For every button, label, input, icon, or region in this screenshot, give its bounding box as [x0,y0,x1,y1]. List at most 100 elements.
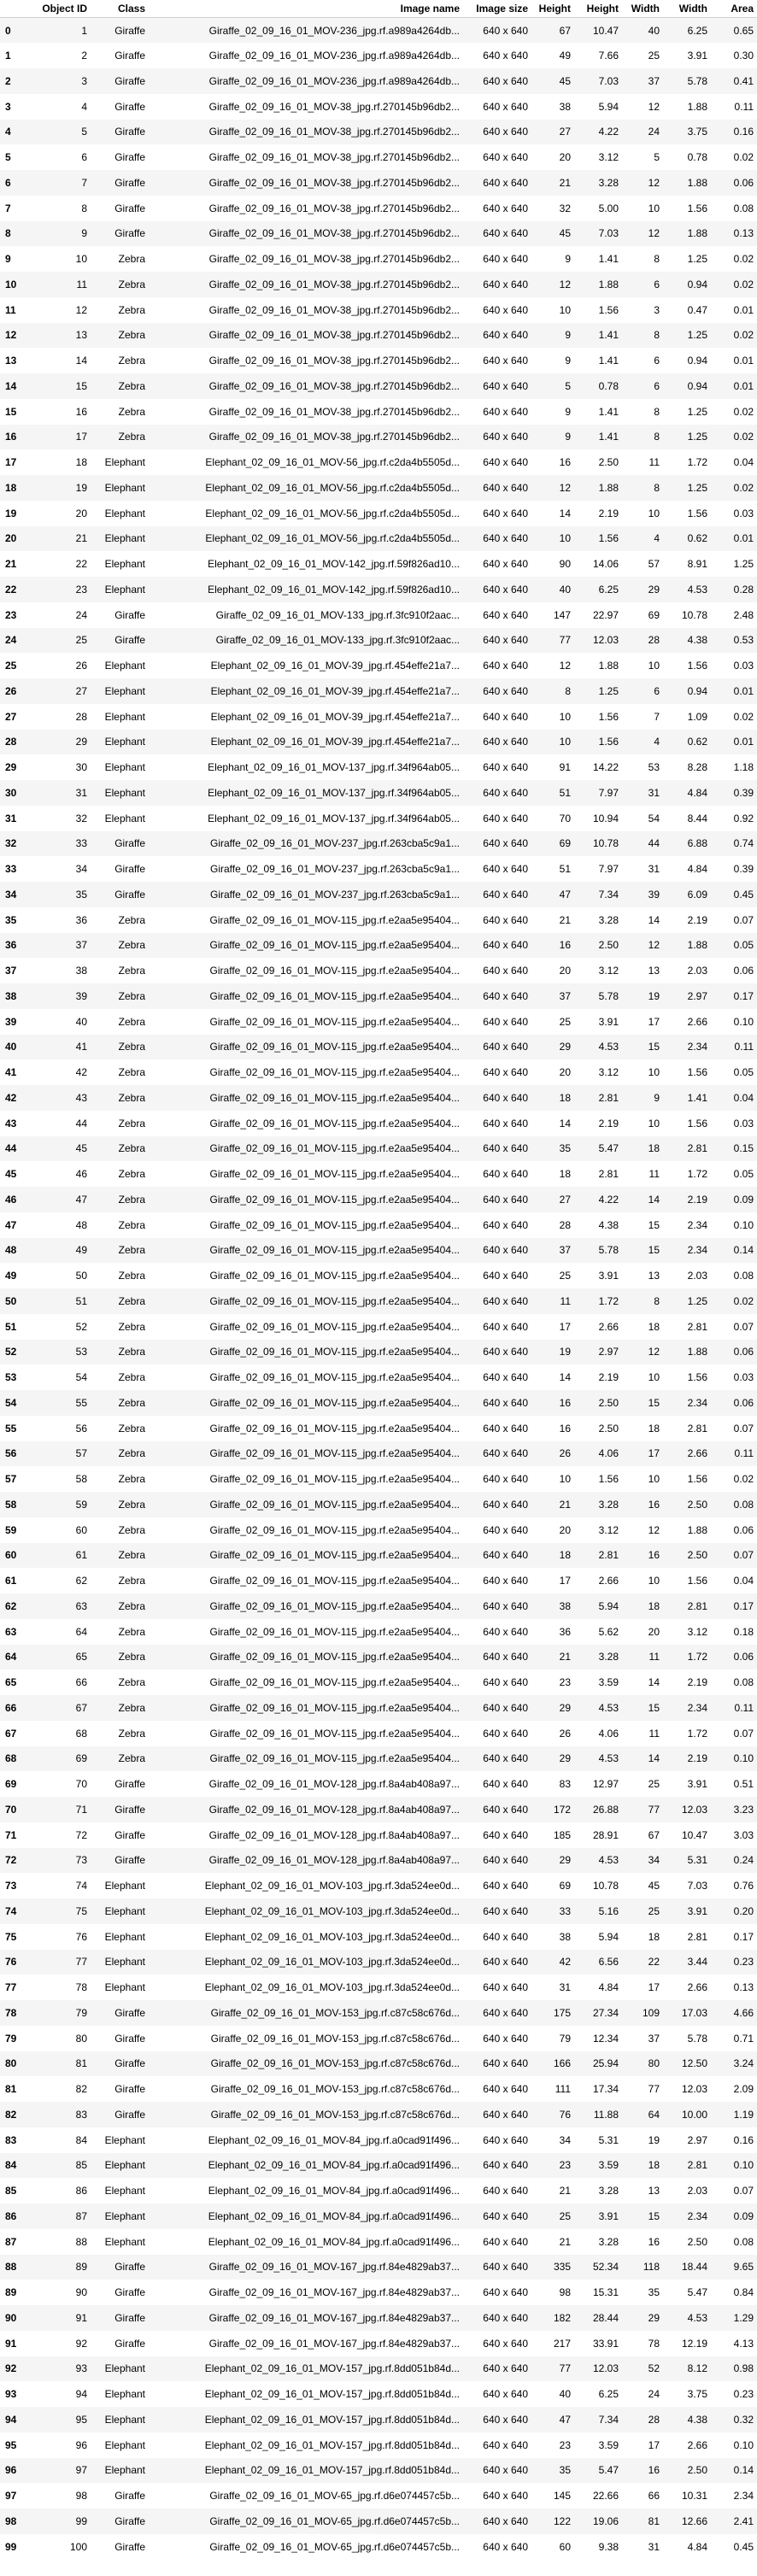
image-name-cell: Giraffe_02_09_16_01_MOV-115_jpg.rf.e2aa5… [209,1015,460,1028]
object-id-cell: 6 [81,151,87,164]
column-header-width-px: Width [622,0,663,18]
image-size-cell: 640 x 640 [483,2032,528,2045]
height-px-cell: 25 [559,2209,571,2222]
column-header-image-size: Image size [463,0,531,18]
area-cell: 0.01 [733,736,754,748]
row-index: 27 [5,710,17,723]
width-px-cell: 15 [648,1396,660,1409]
class-cell: Elephant [104,761,145,774]
image-size-cell: 640 x 640 [483,151,528,164]
image-size-cell: 640 x 640 [483,1244,528,1257]
area-cell: 2.34 [733,2490,754,2503]
image-size-cell: 640 x 640 [483,2108,528,2121]
class-cell: Giraffe [114,608,145,621]
area-cell: 3.23 [733,1803,754,1816]
class-cell: Elephant [104,507,145,519]
width-pct-cell: 3.75 [687,2388,707,2401]
table-row: 14 15 Zebra Giraffe_02_09_16_01_MOV-38_jpg.… [0,373,757,399]
row-index: 76 [5,1956,17,1969]
height-pct-cell: 3.91 [598,1015,619,1028]
row-index: 63 [5,1625,17,1638]
width-px-cell: 13 [648,1270,660,1282]
column-header-class: Class [91,0,149,18]
table-row: 68 69 Zebra Giraffe_02_09_16_01_MOV-115_jpg… [0,1746,757,1772]
class-cell: Zebra [118,1117,145,1130]
object-id-cell: 65 [75,1651,87,1664]
area-cell: 0.17 [733,1930,754,1943]
height-px-cell: 23 [559,1676,571,1689]
image-name-cell: Giraffe_02_09_16_01_MOV-38_jpg.rf.270145… [208,278,460,290]
height-px-cell: 31 [559,1981,571,1994]
area-cell: 1.25 [733,558,754,571]
class-cell: Elephant [104,2413,145,2426]
object-id-cell: 5 [81,126,87,138]
image-name-cell: Giraffe_02_09_16_01_MOV-115_jpg.rf.e2aa5… [209,1701,460,1714]
table-row: 35 36 Zebra Giraffe_02_09_16_01_MOV-115_jpg… [0,907,757,933]
row-index: 29 [5,761,17,774]
row-index: 68 [5,1752,17,1765]
image-name-cell: Giraffe_02_09_16_01_MOV-153_jpg.rf.c87c5… [210,2032,460,2045]
area-cell: 0.03 [733,507,754,519]
class-cell: Elephant [104,2159,145,2172]
area-cell: 0.02 [733,278,754,290]
object-id-cell: 10 [75,253,87,266]
image-name-cell: Giraffe_02_09_16_01_MOV-115_jpg.rf.e2aa5… [209,1625,460,1638]
width-px-cell: 22 [648,1956,660,1969]
object-id-cell: 93 [75,2362,87,2375]
table-row: 32 33 Giraffe Giraffe_02_09_16_01_MOV-237_j… [0,830,757,857]
image-name-cell: Giraffe_02_09_16_01_MOV-115_jpg.rf.e2aa5… [209,1193,460,1206]
image-size-cell: 640 x 640 [483,1651,528,1664]
image-name-cell: Giraffe_02_09_16_01_MOV-153_jpg.rf.c87c5… [210,2083,460,2096]
area-cell: 0.07 [733,1422,754,1435]
image-name-cell: Giraffe_02_09_16_01_MOV-115_jpg.rf.e2aa5… [209,1676,460,1689]
image-name-cell: Elephant_02_09_16_01_MOV-142_jpg.rf.59f8… [208,558,460,571]
height-px-cell: 16 [559,1422,571,1435]
height-px-cell: 27 [559,1193,571,1206]
area-cell: 0.71 [733,2032,754,2045]
row-index: 99 [5,2540,17,2553]
width-pct-cell: 4.84 [687,2540,707,2553]
table-row: 6 7 Giraffe Giraffe_02_09_16_01_MOV-38_jpg.… [0,170,757,196]
height-px-cell: 26 [559,1447,571,1460]
column-header-index [0,0,26,18]
area-cell: 0.04 [733,1091,754,1104]
class-cell: Elephant [104,2133,145,2146]
image-size-cell: 640 x 640 [483,608,528,621]
image-name-cell: Giraffe_02_09_16_01_MOV-115_jpg.rf.e2aa5… [209,939,460,952]
area-cell: 3.03 [733,1828,754,1841]
object-id-cell: 94 [75,2388,87,2401]
area-cell: 0.28 [733,583,754,596]
width-pct-cell: 1.56 [687,507,707,519]
class-cell: Zebra [118,278,145,290]
image-name-cell: Elephant_02_09_16_01_MOV-157_jpg.rf.8dd0… [204,2388,460,2401]
image-name-cell: Giraffe_02_09_16_01_MOV-167_jpg.rf.84e48… [208,2311,460,2324]
width-pct-cell: 12.03 [681,2083,707,2096]
class-cell: Zebra [118,1727,145,1740]
width-pct-cell: 1.88 [687,1346,707,1358]
width-px-cell: 16 [648,1498,660,1511]
class-cell: Giraffe [114,1803,145,1816]
height-px-cell: 40 [559,2388,571,2401]
height-px-cell: 91 [559,761,571,774]
height-px-cell: 21 [559,176,571,189]
area-cell: 0.18 [733,1625,754,1638]
height-pct-cell: 2.66 [598,1320,619,1333]
image-name-cell: Giraffe_02_09_16_01_MOV-38_jpg.rf.270145… [208,355,460,367]
class-cell: Elephant [104,786,145,799]
table-row: 49 50 Zebra Giraffe_02_09_16_01_MOV-115_jpg… [0,1263,757,1288]
height-px-cell: 21 [559,2235,571,2248]
area-cell: 0.30 [733,50,754,62]
image-size-cell: 640 x 640 [483,1346,528,1358]
image-name-cell: Giraffe_02_09_16_01_MOV-115_jpg.rf.e2aa5… [209,1371,460,1384]
height-px-cell: 32 [559,202,571,214]
area-cell: 0.65 [733,24,754,37]
row-index: 47 [5,1218,17,1231]
image-name-cell: Giraffe_02_09_16_01_MOV-115_jpg.rf.e2aa5… [209,1294,460,1307]
table-row: 59 60 Zebra Giraffe_02_09_16_01_MOV-115_jpg… [0,1517,757,1543]
height-px-cell: 10 [559,736,571,748]
row-index: 87 [5,2235,17,2248]
image-size-cell: 640 x 640 [483,2159,528,2172]
height-px-cell: 79 [559,2032,571,2045]
image-size-cell: 640 x 640 [483,1117,528,1130]
image-size-cell: 640 x 640 [483,1727,528,1740]
